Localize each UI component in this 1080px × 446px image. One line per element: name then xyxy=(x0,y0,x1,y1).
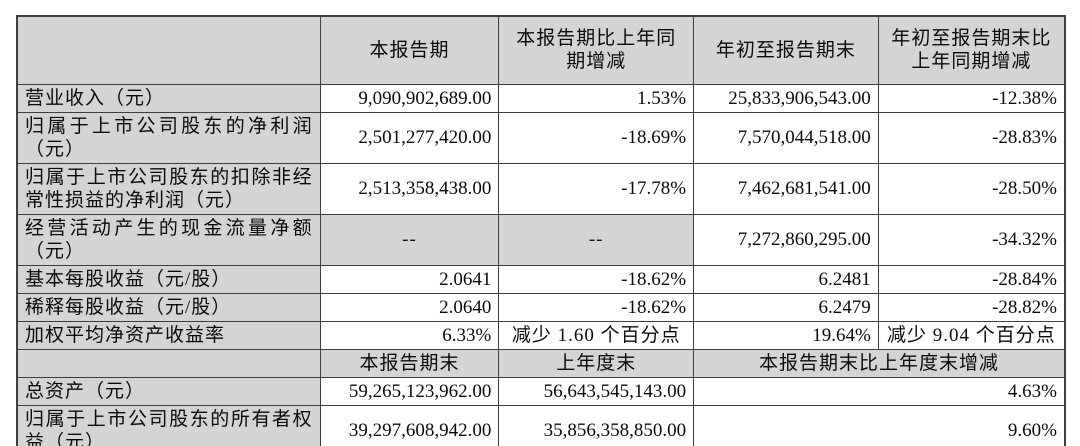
row-label: 基本每股收益（元/股） xyxy=(16,264,321,294)
row-label: 加权平均净资产收益率 xyxy=(16,320,321,350)
cell-ytd: 19.64% xyxy=(693,320,879,350)
header-cell-empty xyxy=(16,348,321,378)
cell-current-period: 9,090,902,689.00 xyxy=(319,83,500,113)
cell-ytd-yoy-change: -28.83% xyxy=(877,111,1066,164)
cell-current-period: 6.33% xyxy=(319,320,500,350)
cell-yoy-change: -17.78% xyxy=(498,162,695,215)
cell-yoy-change: 1.53% xyxy=(498,83,695,113)
table-row-operating-cash-flow: 经营活动产生的现金流量净额（元） -- -- 7,272,860,295.00 … xyxy=(16,213,1066,266)
cell-yoy-change: -18.62% xyxy=(498,264,695,294)
cell-period-end: 59,265,123,962.00 xyxy=(319,376,500,406)
cell-current-period: 2.0641 xyxy=(319,264,500,294)
header-cell-ytd-yoy-change: 年初至报告期末比上年同期增减 xyxy=(877,15,1066,85)
cell-yoy-change: -18.62% xyxy=(498,292,695,322)
header-row-period-end: 本报告期末 上年度末 本报告期末比上年度末增减 xyxy=(16,348,1066,378)
financial-summary-table: 本报告期 本报告期比上年同期增减 年初至报告期末 年初至报告期末比上年同期增减 … xyxy=(16,15,1066,446)
table-row-operating-revenue: 营业收入（元） 9,090,902,689.00 1.53% 25,833,90… xyxy=(16,83,1066,113)
cell-prior-year-end: 35,856,358,850.00 xyxy=(498,404,695,446)
header-cell-ytd: 年初至报告期末 xyxy=(693,15,879,85)
table-row-diluted-eps: 稀释每股收益（元/股） 2.0640 -18.62% 6.2479 -28.82… xyxy=(16,292,1066,322)
cell-yoy-change: 减少 1.60 个百分点 xyxy=(498,320,695,350)
header-row-periods: 本报告期 本报告期比上年同期增减 年初至报告期末 年初至报告期末比上年同期增减 xyxy=(16,15,1066,85)
header-cell-period-end: 本报告期末 xyxy=(319,348,500,378)
row-label: 归属于上市公司股东的扣除非经常性损益的净利润（元） xyxy=(16,162,321,215)
table-row-net-profit: 归属于上市公司股东的净利润（元） 2,501,277,420.00 -18.69… xyxy=(16,111,1066,164)
cell-change-vs-prior-year-end: 9.60% xyxy=(693,404,1066,446)
cell-ytd: 7,570,044,518.00 xyxy=(693,111,879,164)
header-cell-empty xyxy=(16,15,321,85)
cell-current-period: 2,501,277,420.00 xyxy=(319,111,500,164)
cell-current-period: 2,513,358,438.00 xyxy=(319,162,500,215)
cell-ytd: 7,462,681,541.00 xyxy=(693,162,879,215)
cell-current-period: -- xyxy=(319,213,500,266)
cell-change-vs-prior-year-end: 4.63% xyxy=(693,376,1066,406)
table-row-equity-attributable: 归属于上市公司股东的所有者权益（元） 39,297,608,942.00 35,… xyxy=(16,404,1066,446)
row-label: 归属于上市公司股东的所有者权益（元） xyxy=(16,404,321,446)
row-label: 经营活动产生的现金流量净额（元） xyxy=(16,213,321,266)
cell-prior-year-end: 56,643,545,143.00 xyxy=(498,376,695,406)
cell-ytd-yoy-change: -28.50% xyxy=(877,162,1066,215)
cell-current-period: 2.0640 xyxy=(319,292,500,322)
table-row-net-profit-excl-nonrecurring: 归属于上市公司股东的扣除非经常性损益的净利润（元） 2,513,358,438.… xyxy=(16,162,1066,215)
header-cell-prior-year-end: 上年度末 xyxy=(498,348,695,378)
cell-ytd-yoy-change: -28.84% xyxy=(877,264,1066,294)
cell-period-end: 39,297,608,942.00 xyxy=(319,404,500,446)
header-cell-change-vs-prior-year-end: 本报告期末比上年度末增减 xyxy=(693,348,1066,378)
cell-ytd: 6.2481 xyxy=(693,264,879,294)
cell-ytd: 7,272,860,295.00 xyxy=(693,213,879,266)
row-label: 稀释每股收益（元/股） xyxy=(16,292,321,322)
row-label: 总资产（元） xyxy=(16,376,321,406)
row-label: 营业收入（元） xyxy=(16,83,321,113)
header-cell-yoy-change: 本报告期比上年同期增减 xyxy=(498,15,695,85)
cell-yoy-change: -18.69% xyxy=(498,111,695,164)
cell-ytd-yoy-change: -28.82% xyxy=(877,292,1066,322)
cell-ytd-yoy-change: -34.32% xyxy=(877,213,1066,266)
cell-yoy-change: -- xyxy=(498,213,695,266)
cell-ytd: 25,833,906,543.00 xyxy=(693,83,879,113)
row-label: 归属于上市公司股东的净利润（元） xyxy=(16,111,321,164)
header-cell-current-period: 本报告期 xyxy=(319,15,500,85)
cell-ytd: 6.2479 xyxy=(693,292,879,322)
table-row-weighted-avg-roe: 加权平均净资产收益率 6.33% 减少 1.60 个百分点 19.64% 减少 … xyxy=(16,320,1066,350)
cell-ytd-yoy-change: -12.38% xyxy=(877,83,1066,113)
cell-ytd-yoy-change: 减少 9.04 个百分点 xyxy=(877,320,1066,350)
table-row-total-assets: 总资产（元） 59,265,123,962.00 56,643,545,143.… xyxy=(16,376,1066,406)
table-row-basic-eps: 基本每股收益（元/股） 2.0641 -18.62% 6.2481 -28.84… xyxy=(16,264,1066,294)
